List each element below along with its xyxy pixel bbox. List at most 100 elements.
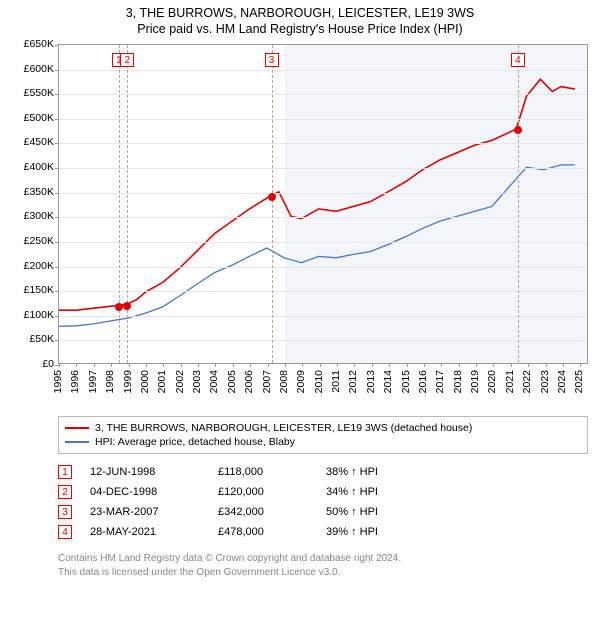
- x-tick: [111, 363, 112, 367]
- y-axis-label: £300K: [8, 210, 54, 222]
- title-subtitle: Price paid vs. HM Land Registry's House …: [8, 22, 592, 36]
- x-axis-label: 1997: [87, 370, 99, 393]
- chart-area: 1234 £0£50K£100K£150K£200K£250K£300K£350…: [8, 40, 592, 410]
- x-axis-label: 2022: [521, 370, 533, 393]
- sale-row: 323-MAR-2007£342,00050% ↑ HPI: [58, 502, 588, 522]
- x-axis-label: 2008: [278, 370, 290, 393]
- x-tick: [546, 363, 547, 367]
- x-tick: [233, 363, 234, 367]
- sale-dot: [514, 126, 522, 134]
- x-axis-label: 2017: [434, 370, 446, 393]
- series-subject: [59, 79, 575, 310]
- x-tick: [459, 363, 460, 367]
- x-tick: [146, 363, 147, 367]
- y-axis-label: £600K: [8, 63, 54, 75]
- gridline: [59, 143, 587, 144]
- y-tick: [55, 291, 59, 292]
- x-axis-label: 2018: [452, 370, 464, 393]
- y-axis-label: £500K: [8, 112, 54, 124]
- x-tick: [163, 363, 164, 367]
- x-axis-label: 2003: [191, 370, 203, 393]
- sale-number-badge: 4: [58, 525, 72, 539]
- x-axis-label: 2023: [539, 370, 551, 393]
- x-tick: [389, 363, 390, 367]
- sale-dot: [268, 193, 276, 201]
- x-axis-label: 2014: [382, 370, 394, 393]
- legend-row: 3, THE BURROWS, NARBOROUGH, LEICESTER, L…: [65, 421, 581, 435]
- x-tick: [580, 363, 581, 367]
- sale-row: 112-JUN-1998£118,00038% ↑ HPI: [58, 462, 588, 482]
- sale-marker-box: 2: [120, 53, 134, 67]
- footer-attribution: Contains HM Land Registry data © Crown c…: [58, 552, 588, 579]
- sale-number-badge: 3: [58, 505, 72, 519]
- x-axis-label: 1995: [52, 370, 64, 393]
- sale-marker-box: 3: [265, 53, 279, 67]
- x-axis-label: 2000: [139, 370, 151, 393]
- x-axis-label: 2016: [417, 370, 429, 393]
- x-axis-label: 1996: [69, 370, 81, 393]
- x-tick: [198, 363, 199, 367]
- sale-price: £478,000: [218, 526, 308, 538]
- legend: 3, THE BURROWS, NARBOROUGH, LEICESTER, L…: [58, 416, 588, 454]
- x-tick: [476, 363, 477, 367]
- x-tick: [94, 363, 95, 367]
- sale-row: 204-DEC-1998£120,00034% ↑ HPI: [58, 482, 588, 502]
- title-address: 3, THE BURROWS, NARBOROUGH, LEICESTER, L…: [8, 6, 592, 20]
- x-tick: [76, 363, 77, 367]
- y-tick: [55, 94, 59, 95]
- sale-pct-vs-hpi: 34% ↑ HPI: [326, 486, 446, 498]
- y-axis-label: £250K: [8, 235, 54, 247]
- y-axis-label: £550K: [8, 87, 54, 99]
- x-axis-label: 2002: [174, 370, 186, 393]
- x-axis-label: 2021: [504, 370, 516, 393]
- x-tick: [407, 363, 408, 367]
- y-axis-label: £100K: [8, 309, 54, 321]
- figure-container: 3, THE BURROWS, NARBOROUGH, LEICESTER, L…: [0, 0, 600, 620]
- y-tick: [55, 217, 59, 218]
- sale-date: 23-MAR-2007: [90, 506, 200, 518]
- legend-swatch: [65, 427, 89, 429]
- y-axis-label: £350K: [8, 186, 54, 198]
- gridline: [59, 242, 587, 243]
- sale-price: £120,000: [218, 486, 308, 498]
- x-axis-label: 2009: [295, 370, 307, 393]
- title-block: 3, THE BURROWS, NARBOROUGH, LEICESTER, L…: [8, 6, 592, 36]
- x-axis-label: 2012: [347, 370, 359, 393]
- y-tick: [55, 119, 59, 120]
- x-axis-label: 2015: [400, 370, 412, 393]
- x-tick: [59, 363, 60, 367]
- y-axis-label: £200K: [8, 260, 54, 272]
- sale-vline: [518, 45, 519, 363]
- sale-number-badge: 1: [58, 465, 72, 479]
- x-axis-label: 2001: [156, 370, 168, 393]
- x-tick: [372, 363, 373, 367]
- y-tick: [55, 340, 59, 341]
- y-tick: [55, 143, 59, 144]
- y-axis-label: £0: [8, 358, 54, 370]
- sale-vline: [127, 45, 128, 363]
- gridline: [59, 70, 587, 71]
- x-tick: [250, 363, 251, 367]
- legend-label: 3, THE BURROWS, NARBOROUGH, LEICESTER, L…: [95, 422, 472, 434]
- x-axis-label: 2010: [313, 370, 325, 393]
- x-axis-label: 2005: [226, 370, 238, 393]
- x-axis-label: 2024: [556, 370, 568, 393]
- gridline: [59, 217, 587, 218]
- gridline: [59, 94, 587, 95]
- gridline: [59, 168, 587, 169]
- y-tick: [55, 45, 59, 46]
- gridline: [59, 267, 587, 268]
- x-axis-label: 2013: [365, 370, 377, 393]
- sale-date: 04-DEC-1998: [90, 486, 200, 498]
- sale-vline: [272, 45, 273, 363]
- sale-marker-box: 4: [511, 53, 525, 67]
- legend-label: HPI: Average price, detached house, Blab…: [95, 436, 295, 448]
- x-axis-label: 2025: [573, 370, 585, 393]
- sale-date: 12-JUN-1998: [90, 466, 200, 478]
- gridline: [59, 291, 587, 292]
- footer-line1: Contains HM Land Registry data © Crown c…: [58, 552, 588, 566]
- y-axis-label: £650K: [8, 38, 54, 50]
- series-hpi: [59, 165, 575, 326]
- y-tick: [55, 267, 59, 268]
- x-tick: [285, 363, 286, 367]
